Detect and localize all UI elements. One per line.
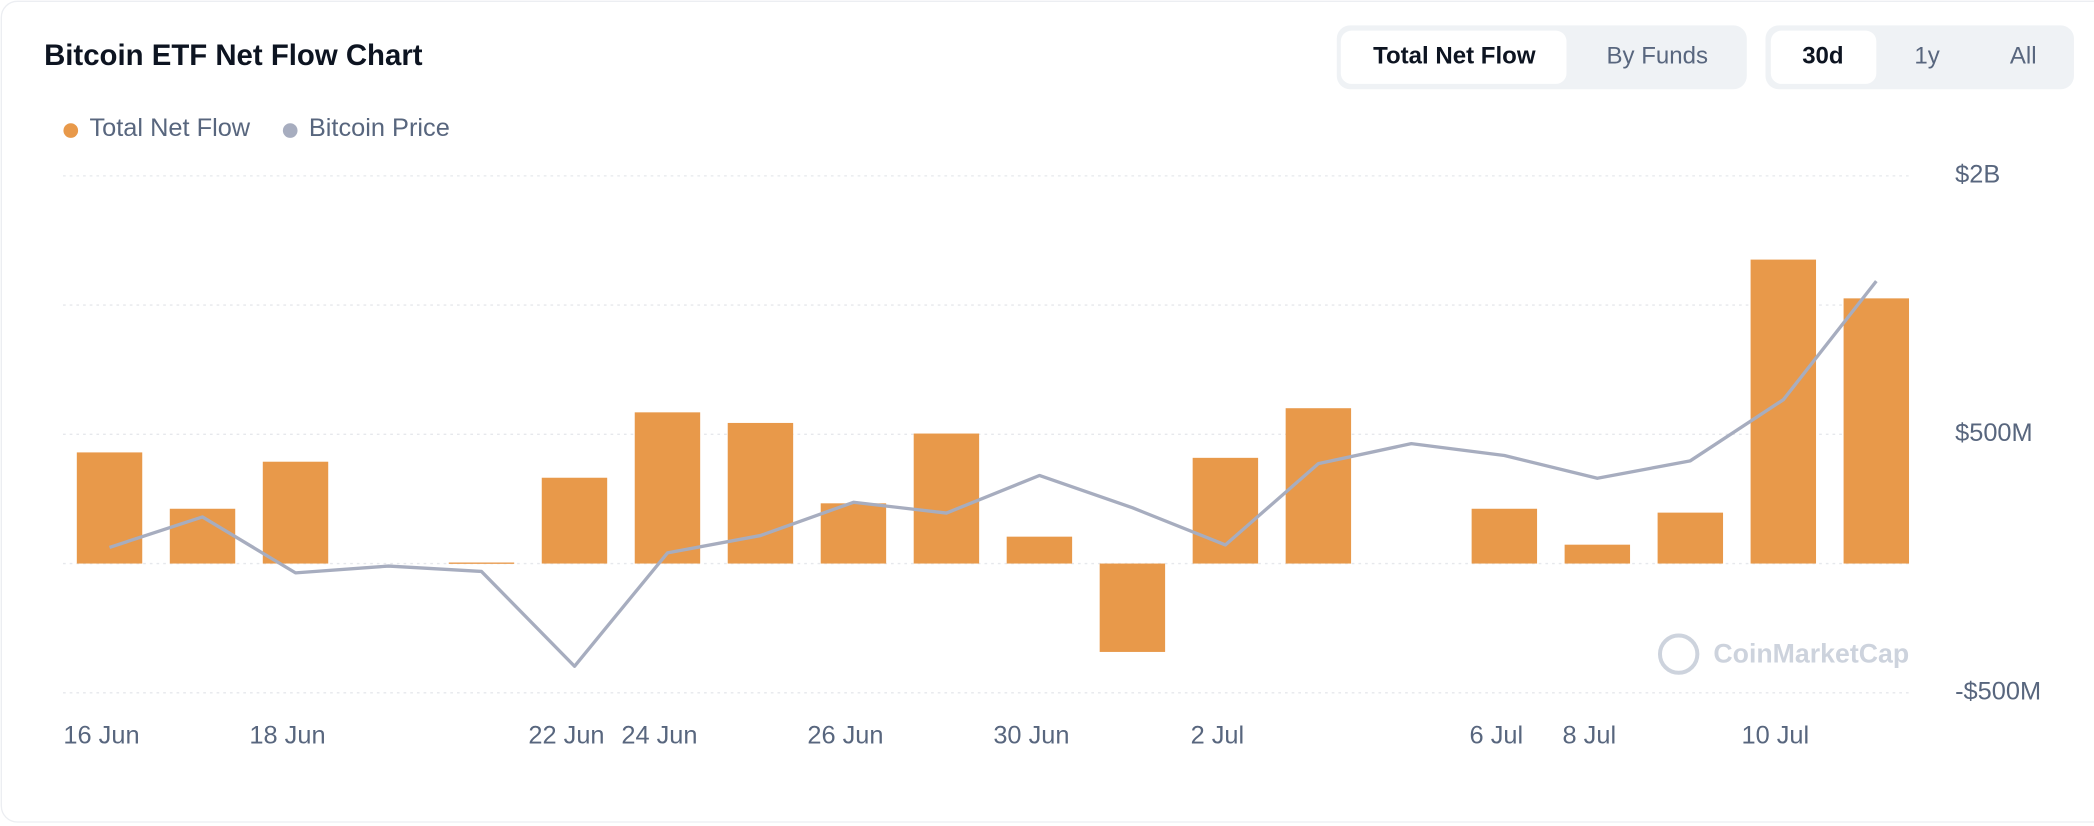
x-tick-label: 2 Jul	[1191, 721, 1245, 749]
watermark-logo	[1657, 633, 1700, 675]
y-tick-label: $2B	[1955, 161, 2000, 189]
x-tick-label: 18 Jun	[249, 721, 325, 749]
bar	[1750, 259, 1817, 564]
bar	[1843, 298, 1910, 564]
view-tab-selected[interactable]	[1340, 30, 1567, 84]
y-tick-label: $500M	[1955, 419, 2033, 447]
range-tab-selected[interactable]	[1770, 30, 1877, 84]
bar	[1285, 408, 1352, 564]
bar	[1657, 512, 1724, 564]
view-tab[interactable]: Total Net Flow	[1373, 43, 1536, 70]
range-tab[interactable]: 1y	[1914, 43, 1939, 70]
bar	[820, 503, 887, 564]
y-tick-label: -$500M	[1955, 677, 2041, 705]
legend-marker	[63, 123, 79, 138]
price-line	[108, 280, 1878, 668]
range-tab[interactable]: All	[2010, 43, 2037, 70]
watermark-text: CoinMarketCap	[1713, 639, 1909, 669]
bar	[1471, 508, 1538, 564]
bar	[1564, 544, 1631, 564]
x-tick-label: 26 Jun	[807, 721, 883, 749]
bar	[541, 477, 608, 564]
legend-label: Bitcoin Price	[309, 114, 450, 142]
bar	[1192, 457, 1259, 564]
x-tick-label: 16 Jun	[63, 721, 139, 749]
chart-title: Bitcoin ETF Net Flow Chart	[44, 39, 423, 72]
view-tab[interactable]: By Funds	[1607, 43, 1709, 70]
bar	[1099, 563, 1166, 652]
bar	[727, 422, 794, 564]
bar	[913, 433, 980, 564]
x-tick-label: 6 Jul	[1470, 721, 1524, 749]
bar	[634, 412, 701, 564]
watermark: CoinMarketCap	[1657, 633, 1909, 675]
bar	[76, 452, 143, 564]
bar	[448, 562, 515, 564]
legend-label: Total Net Flow	[89, 114, 250, 142]
legend-marker	[282, 123, 298, 138]
bar	[262, 461, 329, 564]
x-tick-label: 10 Jul	[1741, 721, 1809, 749]
x-tick-label: 24 Jun	[621, 721, 697, 749]
x-tick-label: 8 Jul	[1563, 721, 1617, 749]
x-tick-label: 30 Jun	[993, 721, 1069, 749]
bar	[1006, 536, 1073, 564]
x-tick-label: 22 Jun	[528, 721, 604, 749]
range-tab[interactable]: 30d	[1802, 43, 1843, 70]
